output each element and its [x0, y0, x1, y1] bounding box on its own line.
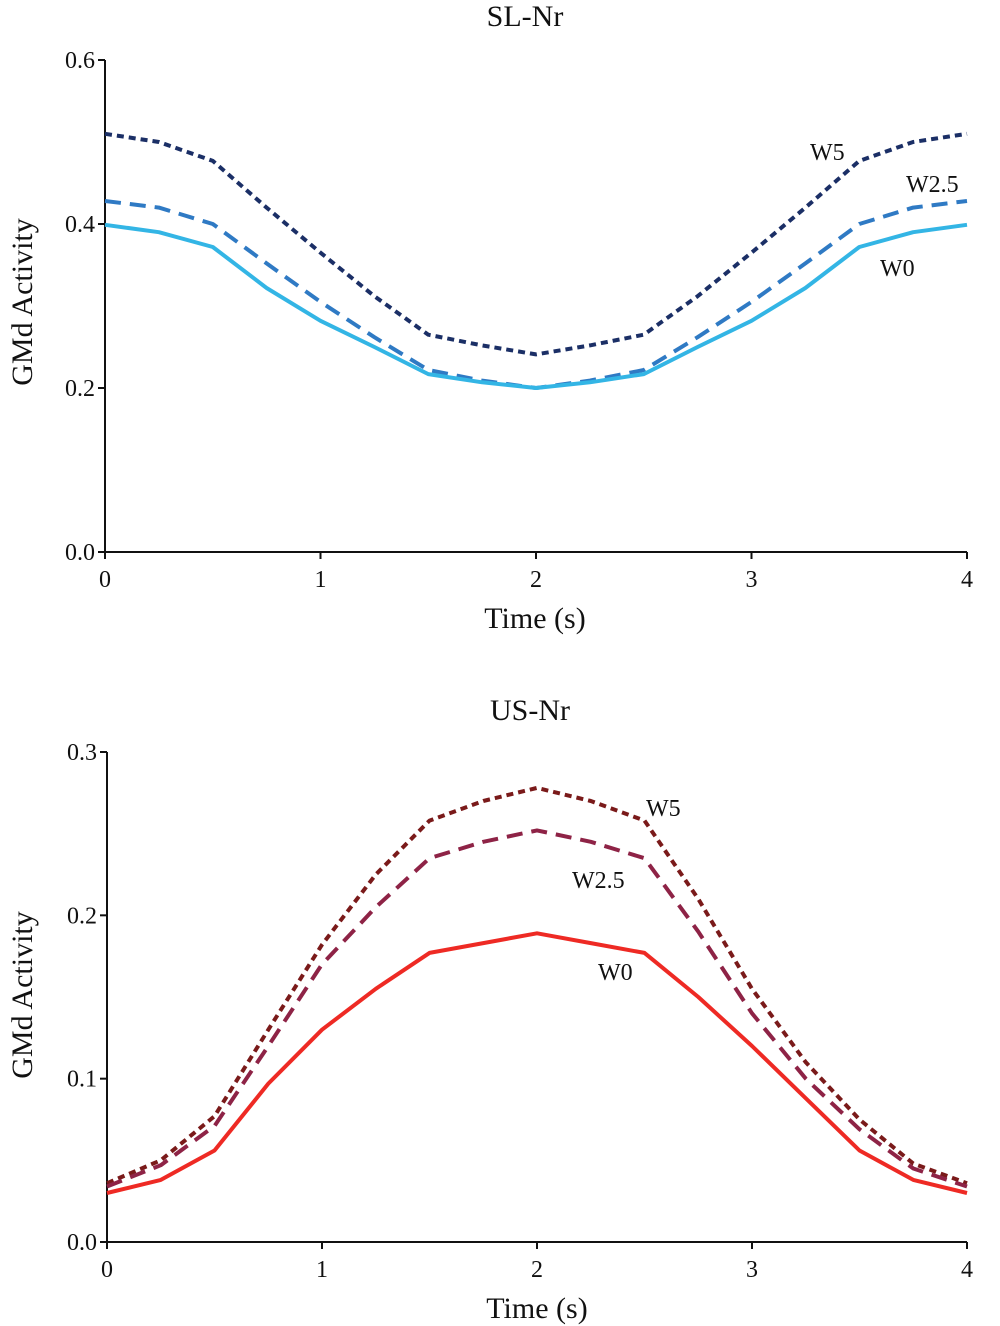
chart-panel-sl-nr: SL-Nr GMd Activity Time (s) 0.0 0.2 0.4 0.6… [6, 0, 973, 635]
x-axis-label: Time (s) [486, 1292, 587, 1325]
x-tick-label: 0 [99, 567, 111, 593]
series-label-w0: W0 [598, 960, 633, 986]
series-label-w2-5: W2.5 [906, 172, 959, 198]
series-group [106, 785, 968, 1195]
y-axis-label: GMd Activity [6, 911, 39, 1079]
axis-ticks: 0.0 0.1 0.2 0.3 0 1 2 3 4 [67, 740, 973, 1283]
x-tick-label: 3 [746, 567, 758, 593]
series-label-w5: W5 [646, 796, 681, 822]
y-tick-label: 0.2 [65, 376, 95, 402]
chart-title: SL-Nr [487, 0, 564, 33]
x-tick-label: 1 [315, 567, 327, 593]
series-group [104, 131, 968, 390]
x-tick-label: 4 [961, 567, 973, 593]
x-tick-label: 2 [531, 1257, 543, 1283]
series-line-w2-5 [106, 828, 968, 1189]
series-line-w0 [104, 222, 968, 390]
series-label-w2-5: W2.5 [572, 868, 625, 894]
y-tick-label: 0.4 [65, 212, 95, 238]
axis-ticks: 0.0 0.2 0.4 0.6 0 1 2 3 4 [65, 48, 973, 593]
chart-title: US-Nr [490, 694, 570, 727]
y-tick-label: 0.0 [67, 1230, 97, 1256]
x-axis-label: Time (s) [484, 602, 585, 635]
x-tick-label: 2 [530, 567, 542, 593]
series-line-w5 [104, 131, 968, 357]
chart-panel-us-nr: US-Nr GMd Activity Time (s) 0.0 0.1 0.2 0.3… [6, 694, 973, 1325]
series-line-w2-5 [104, 199, 968, 390]
y-tick-label: 0.6 [65, 48, 95, 74]
y-tick-label: 0.0 [65, 540, 95, 566]
series-label-w0: W0 [880, 256, 915, 282]
series-line-w0 [106, 931, 968, 1195]
x-tick-label: 0 [101, 1257, 113, 1283]
series-line-w5 [106, 785, 968, 1186]
series-label-w5: W5 [810, 140, 845, 166]
y-axis-label: GMd Activity [6, 218, 39, 386]
y-tick-label: 0.1 [67, 1067, 97, 1093]
x-tick-label: 1 [316, 1257, 328, 1283]
x-tick-label: 3 [746, 1257, 758, 1283]
y-tick-label: 0.2 [67, 903, 97, 929]
x-tick-label: 4 [961, 1257, 973, 1283]
y-tick-label: 0.3 [67, 740, 97, 766]
